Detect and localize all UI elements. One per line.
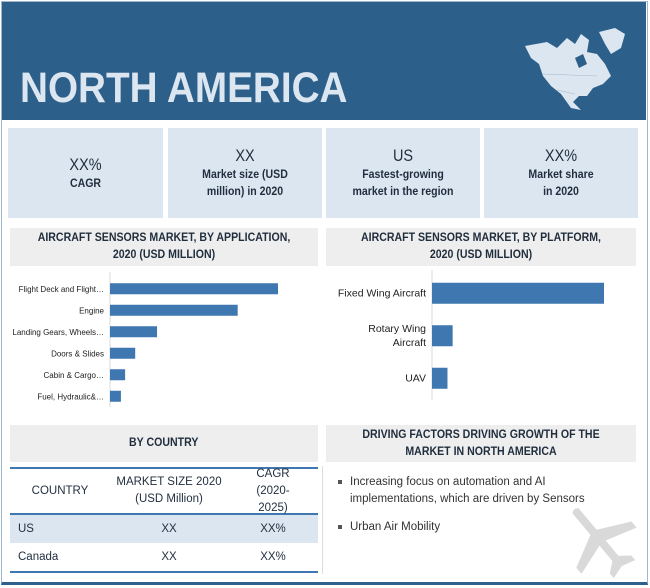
divider <box>322 466 323 574</box>
category-label: Rotary Wing Aircraft <box>368 323 426 349</box>
stat-fastest-growing: US Fastest-growing market in the region <box>326 128 480 218</box>
application-chart-title: AIRCRAFT SENSORS MARKET, BY APPLICATION,… <box>10 228 318 266</box>
category-label: Landing Gears, Wheels… <box>12 328 104 337</box>
column-header: COUNTRY <box>31 484 89 497</box>
bar <box>432 282 604 304</box>
stat-value: XX% <box>544 146 578 165</box>
stat-value: US <box>392 146 414 165</box>
stat-label: CAGR <box>69 175 102 190</box>
category-label: Fuel, Hydraulic&… <box>37 392 104 401</box>
platform-bar-chart: Fixed Wing Aircraft Rotary Wing Aircraft UA… <box>338 270 604 400</box>
category-label: Cabin & Cargo… <box>44 371 104 380</box>
table-row: Canada XX XX% <box>10 543 318 571</box>
stat-cagr: XX% CAGR <box>8 128 163 218</box>
bar <box>110 326 158 338</box>
bar <box>110 304 238 316</box>
stat-label: Market share in 2020 <box>528 167 594 198</box>
category-label: Fixed Wing Aircraft <box>338 287 426 299</box>
category-label: Flight Deck and Flight… <box>19 285 104 294</box>
table-header-row: COUNTRY MARKET SIZE 2020 (USD Million) C… <box>10 467 318 515</box>
cell: Canada <box>18 551 59 563</box>
category-label: Engine <box>79 306 104 315</box>
cell: XX <box>161 551 177 563</box>
north-america-map-icon <box>525 28 625 110</box>
stat-market-share: XX% Market share in 2020 <box>484 128 638 218</box>
by-country-title: BY COUNTRY <box>10 425 318 462</box>
header-banner: NORTH AMERICA <box>2 2 646 120</box>
bar <box>110 347 136 359</box>
drivers-list: Increasing focus on automation and AI im… <box>338 474 608 547</box>
application-bar-chart: Flight Deck and Flight… Engine Landing Gea… <box>12 272 278 407</box>
airplane-icon <box>572 508 637 579</box>
drivers-title: DRIVING FACTORS DRIVING GROWTH OF THE MA… <box>326 425 636 462</box>
bar <box>110 369 126 381</box>
bar <box>432 367 448 389</box>
bar <box>432 325 453 347</box>
category-label: Doors & Slides <box>51 349 104 358</box>
cell: XX% <box>260 523 286 535</box>
bar <box>110 283 278 295</box>
table-row: US XX XX% <box>10 515 318 543</box>
column-header: MARKET SIZE 2020 (USD Million) <box>116 476 222 505</box>
cell: US <box>18 523 34 535</box>
cell: XX <box>161 523 177 535</box>
page-title: NORTH AMERICA <box>20 64 348 112</box>
stat-value: XX <box>235 146 255 165</box>
category-label: UAV <box>405 372 426 384</box>
cell: XX% <box>260 551 286 563</box>
stat-market-size: XX Market size (USD million) in 2020 <box>168 128 322 218</box>
bar <box>110 390 121 402</box>
platform-chart-title: AIRCRAFT SENSORS MARKET, BY PLATFORM, 20… <box>326 228 636 266</box>
list-item: Increasing focus on automation and AI im… <box>338 474 608 508</box>
country-table: COUNTRY MARKET SIZE 2020 (USD Million) C… <box>10 467 318 573</box>
column-header: CAGR (2020-2025) <box>256 467 290 514</box>
stat-value: XX% <box>69 154 102 174</box>
stat-label: Market size (USD million) in 2020 <box>202 167 288 198</box>
list-item: Urban Air Mobility <box>338 519 608 536</box>
stat-label: Fastest-growing market in the region <box>352 167 454 198</box>
